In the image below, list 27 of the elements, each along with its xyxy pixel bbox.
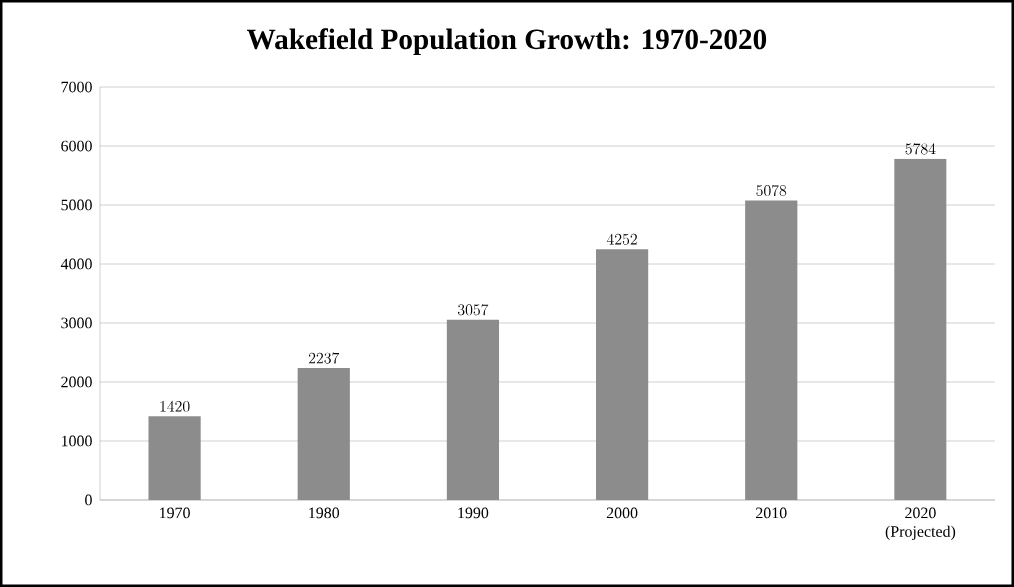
chart-title: Wakefield Population Growth: 1970-2020 (246, 28, 767, 56)
data-label: 5078 (756, 184, 787, 197)
x-tick-label: 1990 (458, 507, 489, 519)
bar (894, 158, 947, 500)
y-tick-label: 0 (85, 494, 92, 506)
data-label: 3057 (457, 304, 489, 316)
data-label: 4252 (606, 233, 637, 245)
bar (297, 368, 350, 500)
y-tick-label: 3000 (61, 317, 92, 329)
y-tick-label: 4000 (60, 258, 92, 270)
bar (148, 416, 201, 500)
y-tick-label: 2000 (61, 376, 92, 388)
bar (745, 200, 798, 500)
data-label: 2237 (308, 352, 340, 364)
bar (446, 319, 500, 500)
y-tick-label: 7000 (61, 81, 92, 93)
y-tick-label: 5000 (61, 199, 92, 211)
y-tick-label: 6000 (61, 140, 92, 152)
x-tick-label: 2020 (Projected) (885, 507, 956, 541)
x-tick-label: 1970 (160, 507, 190, 519)
y-tick-label: 1000 (61, 435, 92, 447)
data-label: 5784 (905, 143, 936, 155)
bar (595, 249, 649, 500)
x-tick-label: 2000 (606, 507, 638, 519)
x-tick-label: 2010 (756, 507, 787, 519)
x-tick-label: 1980 (309, 507, 340, 519)
data-label: 1420 (160, 400, 190, 412)
